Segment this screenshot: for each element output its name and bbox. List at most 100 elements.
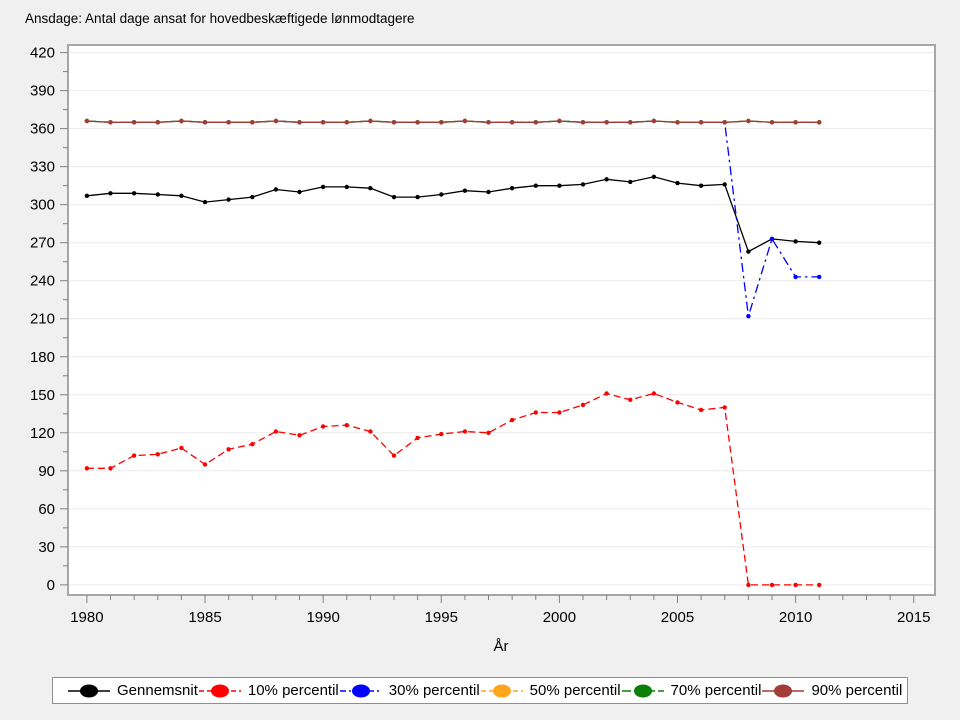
series-marker — [391, 194, 397, 200]
series-marker — [769, 582, 775, 588]
x-tick-label: 1990 — [306, 609, 339, 626]
series-marker — [604, 177, 609, 182]
series-line-10-percentil — [86, 392, 820, 586]
series-line-gennemsnit — [86, 176, 820, 253]
series-marker — [746, 582, 751, 588]
series-marker — [533, 410, 538, 415]
y-tick-label: 60 — [38, 501, 55, 518]
series-marker — [108, 120, 113, 125]
series-marker — [179, 445, 184, 451]
series-marker — [580, 182, 586, 187]
legend-item-50-percentil: 50% percentil — [480, 682, 621, 700]
series-marker — [439, 120, 444, 125]
series-marker — [108, 191, 113, 196]
series-marker — [486, 120, 491, 125]
legend-label: 30% percentil — [388, 682, 480, 699]
series-marker — [769, 236, 775, 242]
series-marker — [368, 186, 373, 191]
series-marker — [675, 180, 680, 186]
legend-marker-icon — [621, 684, 664, 697]
series-marker — [155, 120, 160, 125]
series-marker — [344, 184, 349, 190]
series-marker — [391, 453, 397, 458]
series-marker — [297, 433, 302, 438]
y-tick-label: 270 — [30, 235, 55, 252]
series-marker — [415, 435, 420, 441]
series-marker — [533, 183, 538, 188]
legend-marker-icon — [68, 684, 110, 697]
y-tick-label: 300 — [30, 197, 55, 214]
y-tick-label: 210 — [30, 311, 55, 328]
series-marker — [131, 453, 137, 458]
series-marker — [722, 120, 727, 125]
series-marker — [746, 249, 751, 254]
series-marker — [746, 118, 751, 124]
series-marker — [509, 186, 515, 191]
series-marker — [557, 118, 562, 124]
series-marker — [155, 192, 160, 197]
series-marker — [580, 120, 586, 125]
series-marker — [84, 118, 90, 124]
series-marker — [486, 430, 491, 435]
series-marker — [320, 120, 326, 125]
series-marker — [250, 120, 255, 125]
series-marker — [817, 274, 822, 280]
series-marker — [462, 118, 468, 124]
series-marker — [580, 402, 586, 408]
series-marker — [509, 120, 515, 125]
legend-label: 50% percentil — [529, 682, 621, 699]
series-marker — [297, 120, 302, 125]
series-marker — [746, 314, 751, 319]
series-marker — [108, 466, 113, 471]
legend-marker-icon — [762, 684, 805, 697]
series-marker — [722, 405, 727, 410]
y-tick-label: 0 — [47, 577, 55, 594]
series-marker — [628, 120, 633, 125]
series-marker — [462, 188, 468, 193]
y-tick-label: 180 — [30, 349, 55, 366]
series-marker — [675, 120, 680, 125]
series-marker — [462, 429, 468, 434]
series-marker — [155, 452, 160, 457]
legend-item-70-percentil: 70% percentil — [621, 682, 761, 700]
series-marker — [226, 447, 231, 452]
series-marker — [604, 391, 609, 396]
series-marker — [793, 274, 798, 280]
legend-label: 90% percentil — [811, 682, 903, 699]
series-marker — [817, 240, 822, 245]
series-marker — [179, 193, 184, 198]
y-tick-label: 360 — [30, 121, 55, 138]
legend-marker-icon — [198, 684, 241, 697]
series-marker — [557, 183, 562, 188]
x-tick-label: 1980 — [70, 609, 103, 626]
series-marker — [698, 120, 704, 125]
chart-title: Ansdage: Antal dage ansat for hovedbeskæ… — [25, 11, 415, 26]
legend-item-30-percentil: 30% percentil — [339, 682, 480, 700]
series-marker — [202, 462, 208, 467]
series-marker — [131, 120, 137, 125]
series-marker — [533, 120, 538, 125]
x-tick-label: 2005 — [661, 609, 694, 626]
series-marker — [793, 120, 798, 125]
series-marker — [769, 120, 775, 125]
y-tick-label: 330 — [30, 159, 55, 176]
legend-marker-icon — [339, 684, 382, 697]
series-marker — [817, 582, 822, 588]
legend-item-gennemsnit: Gennemsnit — [67, 682, 198, 700]
series-marker — [273, 429, 279, 434]
series-marker — [793, 582, 798, 588]
series-marker — [415, 194, 420, 200]
series-marker — [698, 407, 704, 413]
series-marker — [817, 120, 822, 125]
series-marker — [628, 179, 633, 185]
series-marker — [202, 120, 208, 125]
series-marker — [651, 391, 657, 396]
series-marker — [793, 239, 798, 244]
series-marker — [250, 194, 255, 200]
series-marker — [698, 183, 704, 188]
y-tick-label: 390 — [30, 83, 55, 100]
series-marker — [202, 199, 208, 205]
y-tick-label: 30 — [38, 539, 55, 556]
series-marker — [273, 118, 279, 124]
